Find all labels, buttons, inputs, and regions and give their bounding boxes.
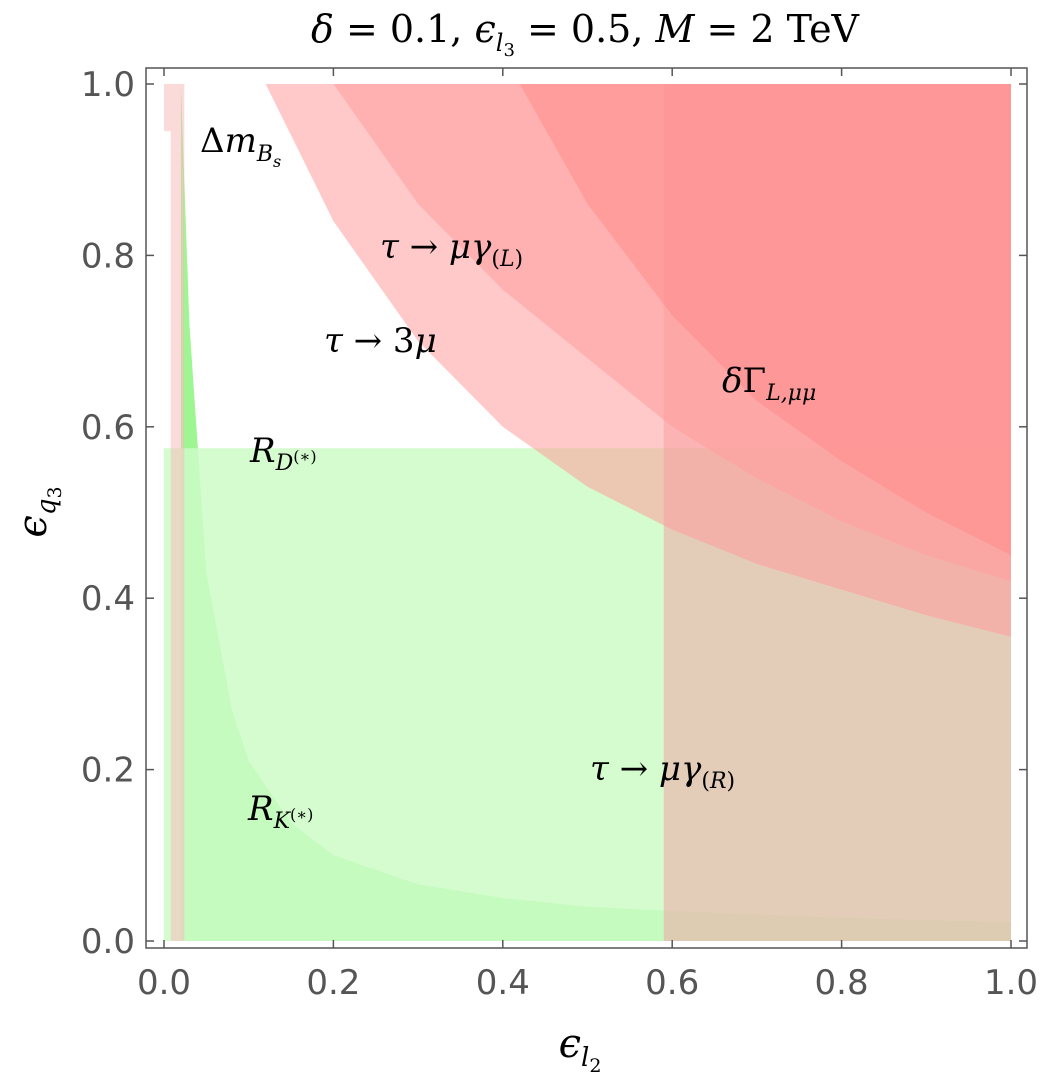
x-ticks: 0.0 0.2 0.4 0.6 0.8 1.0 bbox=[137, 68, 1038, 1003]
x-tick-label: 0.2 bbox=[306, 963, 360, 1003]
plot-frame bbox=[145, 67, 1028, 949]
y-tick-label: 0.8 bbox=[81, 236, 135, 276]
region-l bbox=[519, 84, 1011, 556]
regions-layer bbox=[164, 84, 1011, 941]
annotation-delta-m-bs: ΔmBs bbox=[200, 121, 281, 171]
x-tick-label: 0.8 bbox=[815, 963, 869, 1003]
x-tick-label: 0.6 bbox=[645, 963, 699, 1003]
annotation-r-d: RD(∗) bbox=[249, 431, 317, 476]
chart-title: δ = 0.1, ϵl3 = 0.5, M = 2 TeV bbox=[311, 7, 860, 61]
x-axis-label: ϵl2 bbox=[559, 1021, 602, 1077]
y-ticks: 0.0 0.2 0.4 0.6 0.8 1.0 bbox=[81, 65, 1027, 962]
annotation-tau-mu-gamma-l: τ → μγ(L) bbox=[380, 227, 523, 272]
annotations: ΔmBs τ → μγ(L) τ → 3μ δΓL,μμ RD(∗) τ → μ… bbox=[200, 121, 816, 834]
x-tick-label: 1.0 bbox=[984, 963, 1038, 1003]
region-m-b-s bbox=[164, 84, 185, 941]
y-axis-label: ϵq3 bbox=[10, 486, 66, 537]
y-tick-label: 0.2 bbox=[81, 751, 135, 791]
x-tick-label: 0.4 bbox=[476, 963, 530, 1003]
x-tick-label: 0.0 bbox=[137, 963, 191, 1003]
y-tick-label: 0.0 bbox=[81, 922, 135, 962]
y-tick-label: 1.0 bbox=[81, 65, 135, 105]
y-tick-label: 0.4 bbox=[81, 579, 135, 619]
y-tick-label: 0.6 bbox=[81, 408, 135, 448]
annotation-r-k: RK(∗) bbox=[247, 789, 313, 834]
annotation-tau-3mu: τ → 3μ bbox=[324, 321, 437, 361]
